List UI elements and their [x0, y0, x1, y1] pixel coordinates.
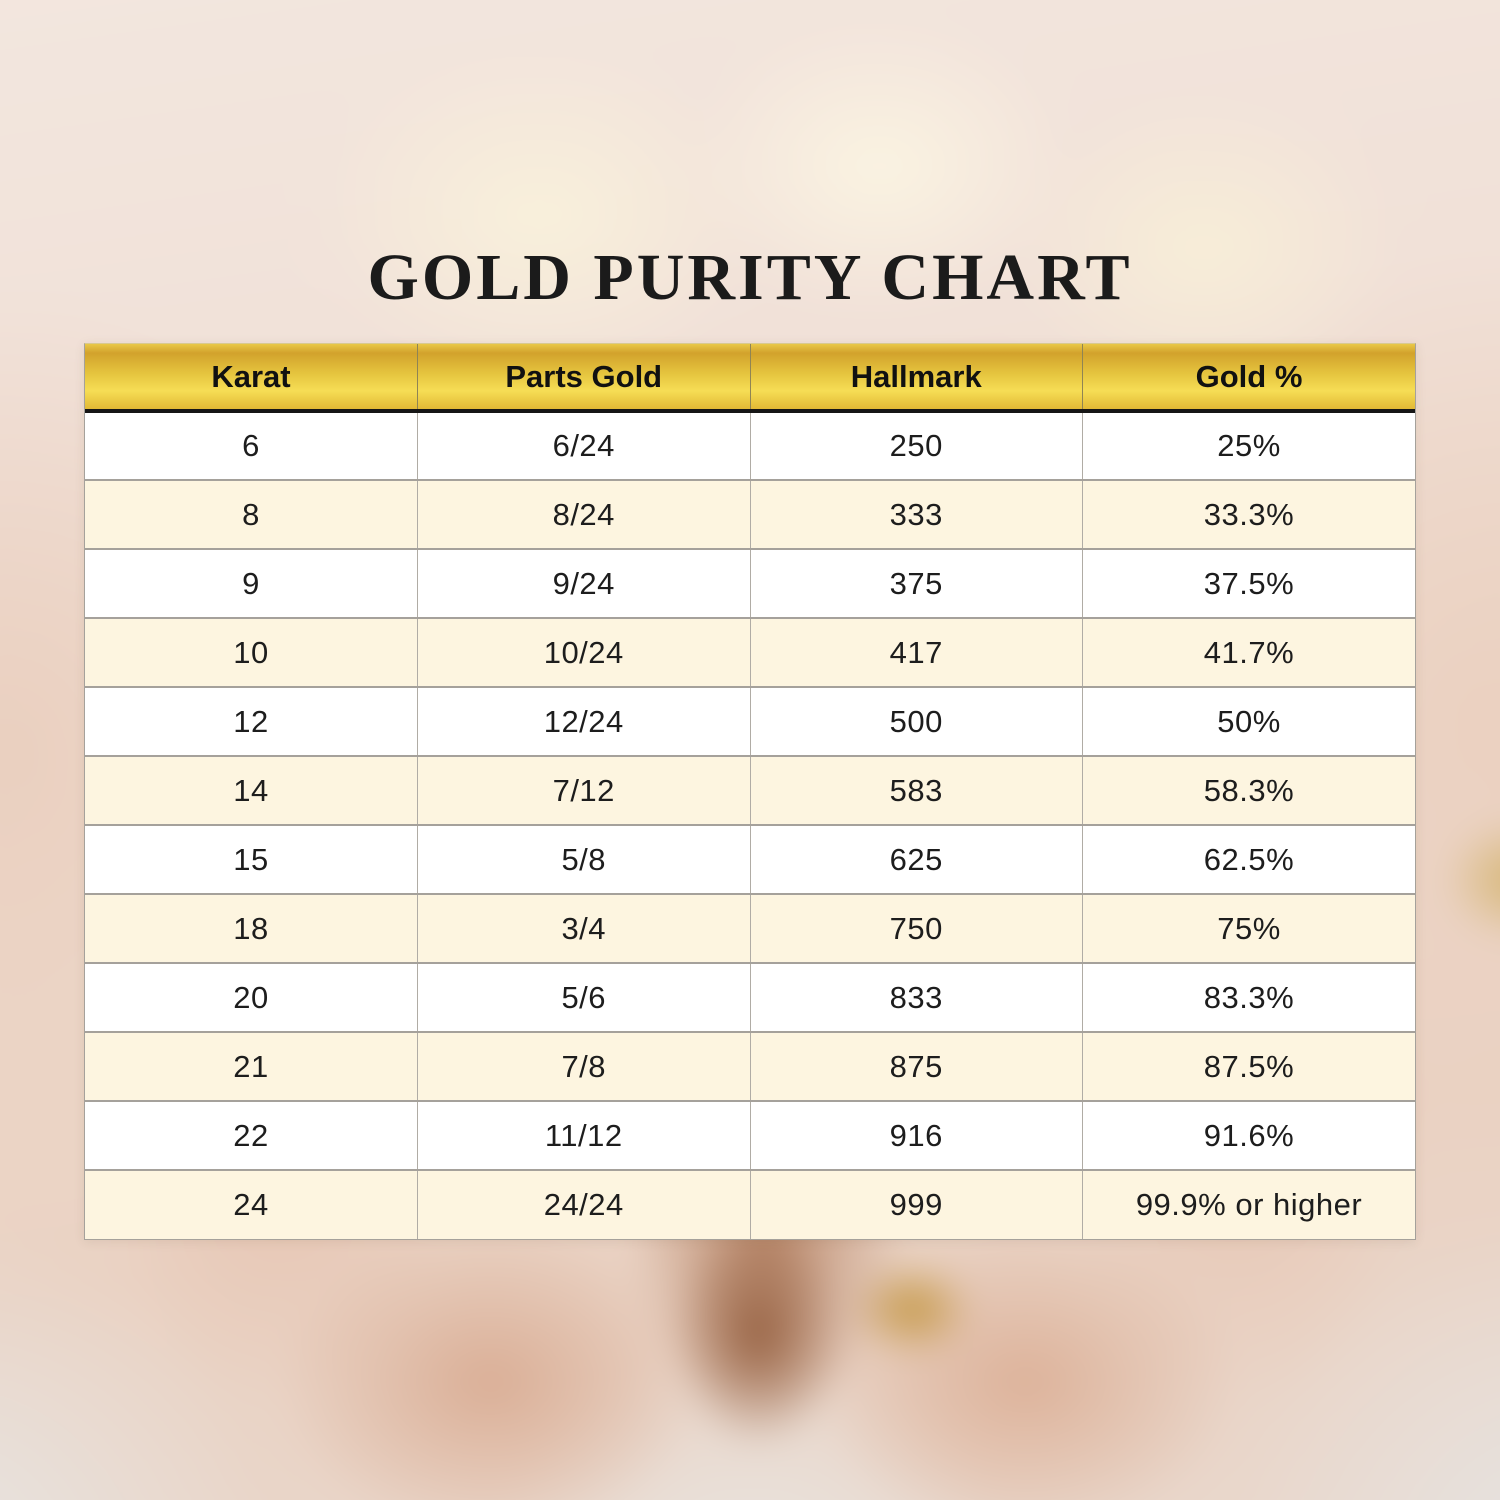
table-cell: 3/4 [417, 893, 750, 963]
table-cell: 6 [85, 411, 418, 480]
purity-table-container: Karat Parts Gold Hallmark Gold % 6 6/24 250 25… [84, 343, 1416, 1240]
table-cell: 999 [749, 1169, 1083, 1239]
table-cell: 91.6% [1082, 1100, 1415, 1170]
table-cell: 12 [85, 686, 418, 756]
column-header: Karat [85, 344, 418, 413]
table-row: 9 9/24 375 37.5% [85, 548, 1415, 618]
table-row: 18 3/4 750 75% [85, 893, 1415, 963]
table-cell: 833 [749, 962, 1083, 1032]
purity-table: Karat Parts Gold Hallmark Gold % 6 6/24 250 25… [85, 344, 1415, 1239]
column-header: Hallmark [749, 344, 1083, 413]
table-row: 10 10/24 417 41.7% [85, 617, 1415, 687]
table-cell: 6/24 [417, 411, 750, 480]
table-cell: 14 [85, 755, 418, 825]
page-title: GOLD PURITY CHART [367, 241, 1133, 314]
table-cell: 5/8 [417, 824, 750, 894]
table-cell: 24 [85, 1169, 418, 1239]
table-cell: 7/12 [417, 755, 750, 825]
table-cell: 375 [749, 548, 1083, 618]
table-row: 8 8/24 333 33.3% [85, 479, 1415, 549]
table-cell: 5/6 [417, 962, 750, 1032]
table-row: 21 7/8 875 87.5% [85, 1031, 1415, 1101]
table-cell: 15 [85, 824, 418, 894]
table-cell: 8/24 [417, 479, 750, 549]
header-row: Karat Parts Gold Hallmark Gold % [85, 344, 1415, 413]
table-cell: 41.7% [1082, 617, 1415, 687]
table-cell: 18 [85, 893, 418, 963]
table-cell: 83.3% [1082, 962, 1415, 1032]
table-row: 15 5/8 625 62.5% [85, 824, 1415, 894]
table-cell: 20 [85, 962, 418, 1032]
table-cell: 24/24 [417, 1169, 750, 1239]
column-header: Parts Gold [417, 344, 750, 413]
table-cell: 7/8 [417, 1031, 750, 1101]
table-cell: 250 [749, 411, 1083, 480]
table-cell: 10 [85, 617, 418, 687]
table-cell: 625 [749, 824, 1083, 894]
table-row: 22 11/12 916 91.6% [85, 1100, 1415, 1170]
table-cell: 417 [749, 617, 1083, 687]
table-row: 6 6/24 250 25% [85, 411, 1415, 480]
table-cell: 333 [749, 479, 1083, 549]
table-cell: 87.5% [1082, 1031, 1415, 1101]
table-row: 20 5/6 833 83.3% [85, 962, 1415, 1032]
table-cell: 500 [749, 686, 1083, 756]
table-header: Karat Parts Gold Hallmark Gold % [85, 344, 1415, 413]
column-header: Gold % [1082, 344, 1415, 413]
table-cell: 25% [1082, 411, 1415, 480]
table-cell: 750 [749, 893, 1083, 963]
table-cell: 9/24 [417, 548, 750, 618]
table-cell: 11/12 [417, 1100, 750, 1170]
table-cell: 9 [85, 548, 418, 618]
table-cell: 33.3% [1082, 479, 1415, 549]
table-cell: 22 [85, 1100, 418, 1170]
table-cell: 875 [749, 1031, 1083, 1101]
table-row: 24 24/24 999 99.9% or higher [85, 1169, 1415, 1239]
table-cell: 10/24 [417, 617, 750, 687]
table-cell: 58.3% [1082, 755, 1415, 825]
table-cell: 50% [1082, 686, 1415, 756]
table-cell: 8 [85, 479, 418, 549]
table-body: 6 6/24 250 25% 8 8/24 333 33.3% 9 9/24 375 37.5% 10 1… [85, 411, 1415, 1239]
table-cell: 916 [749, 1100, 1083, 1170]
table-cell: 21 [85, 1031, 418, 1101]
table-cell: 62.5% [1082, 824, 1415, 894]
table-row: 14 7/12 583 58.3% [85, 755, 1415, 825]
table-cell: 75% [1082, 893, 1415, 963]
table-row: 12 12/24 500 50% [85, 686, 1415, 756]
table-cell: 99.9% or higher [1082, 1169, 1415, 1239]
table-cell: 12/24 [417, 686, 750, 756]
table-cell: 583 [749, 755, 1083, 825]
table-cell: 37.5% [1082, 548, 1415, 618]
